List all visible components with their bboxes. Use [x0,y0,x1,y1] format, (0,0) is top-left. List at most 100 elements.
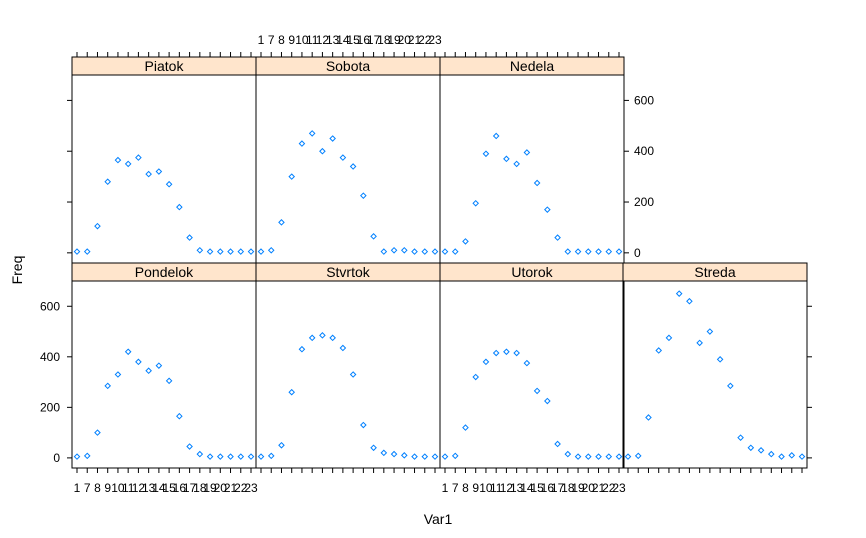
data-point [124,160,132,168]
data-point [329,135,336,142]
x-tick-label: 20 [214,481,228,495]
data-point [288,173,296,180]
data-point [595,453,602,460]
x-tick-label: 12 [500,481,514,495]
y-tick-label: 200 [634,195,654,209]
data-point [615,248,623,255]
data-point [513,349,520,357]
data-point [329,334,336,342]
x-tick-label: 11 [306,33,319,47]
data-point [186,234,193,241]
x-tick-label: 8 [462,481,469,495]
panel-streda: Streda [622,262,808,469]
data-point [176,203,183,211]
y-tick-label: 600 [634,93,654,107]
data-point [584,453,592,460]
data-point [655,347,663,354]
y-tick-label: 400 [634,144,654,158]
panel-strip-label: Streda [694,264,735,280]
x-tick-label: 15 [530,481,544,495]
data-point [155,168,163,175]
data-point [360,192,367,199]
data-point [595,248,602,255]
x-tick-label: 19 [203,481,217,495]
panel-sobota: Sobota [255,56,441,264]
panels-layer: Pondelok Stvrtok Utorok Streda Piatok Sobota N… [71,56,808,469]
x-tick-label: 10 [479,481,493,495]
data-point [176,412,183,420]
data-point [267,452,275,460]
x-tick-label: 13 [510,481,524,495]
data-point [278,441,285,449]
data-point [94,222,101,230]
x-tick-label: 13 [142,481,156,495]
data-point [798,453,806,460]
x-tick-label: 14 [520,481,534,495]
panel-strip-label: Stvrtok [326,264,371,280]
data-point [104,178,112,186]
x-tick-label: 22 [234,481,248,495]
y-tick-label: 200 [40,400,60,414]
data-point [145,367,152,375]
data-point [237,248,245,255]
panel-pondelok: Pondelok [71,262,257,469]
data-point [165,377,173,385]
data-point [523,149,531,156]
x-tick-label: 20 [398,33,412,47]
data-point [73,453,81,460]
x-tick-label: 19 [571,481,585,495]
data-point [451,248,459,255]
data-point [145,170,152,178]
x-tick-label: 20 [582,481,596,495]
data-point [370,444,377,452]
x-tick-label: 1 [74,481,81,495]
data-point [472,373,480,381]
x-tick-label: 18 [561,481,575,495]
x-tick-label: 1 [258,33,265,47]
panel-frame [71,74,257,264]
panel-utorok: Utorok [439,262,625,469]
data-point [114,156,122,164]
panel-strip-label: Nedela [510,58,555,74]
data-point [584,248,592,255]
data-point [533,387,541,395]
x-tick-label: 18 [193,481,207,495]
data-point [400,246,408,254]
panel-strip-label: Sobota [326,58,371,74]
data-point [94,429,101,436]
panel-strip-label: Piatok [145,58,185,74]
x-tick-label: 10 [111,481,125,495]
data-point [319,332,326,339]
x-tick-label: 17 [551,481,565,495]
data-point [665,334,673,342]
data-point [421,453,429,460]
data-point [83,248,91,255]
data-point [298,345,306,353]
data-point [227,453,234,460]
data-point [492,349,500,357]
y-tick-label: 400 [40,350,60,364]
y-tick-label: 0 [53,451,60,465]
data-point [206,453,214,460]
x-tick-label: 15 [346,33,360,47]
data-point [237,453,245,460]
data-point [114,371,122,378]
panel-frame [255,280,441,469]
x-tick-label: 16 [357,33,371,47]
data-point [135,154,142,161]
data-point [124,348,132,356]
x-tick-label: 23 [428,33,442,47]
panel-frame [622,280,808,469]
data-point [360,421,367,429]
data-point [83,452,91,460]
x-tick-label: 14 [336,33,350,47]
x-tick-label: 16 [173,481,187,495]
data-point [482,358,490,366]
data-point [390,450,398,458]
data-point [308,130,316,137]
data-point [104,382,112,390]
data-point [135,358,142,366]
data-point [706,328,714,335]
data-point [421,248,429,255]
data-point [696,339,703,347]
